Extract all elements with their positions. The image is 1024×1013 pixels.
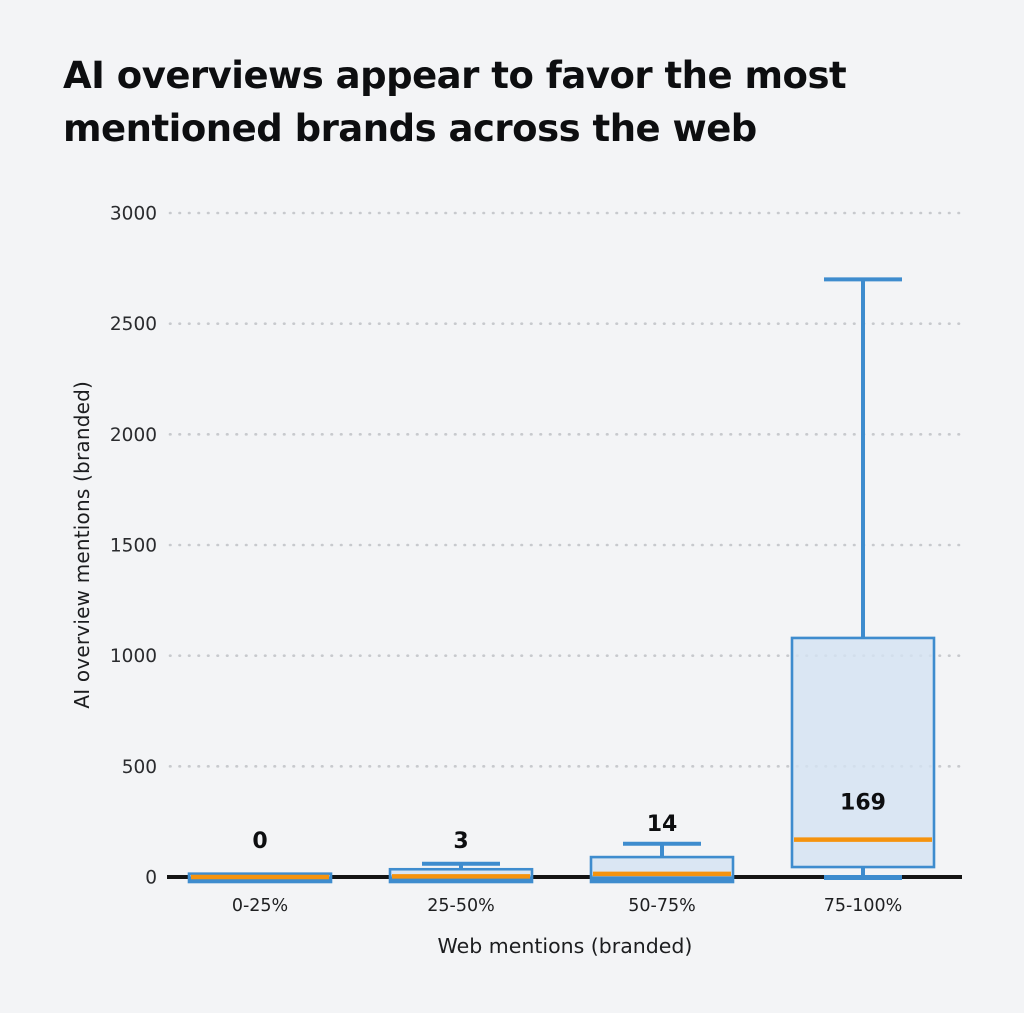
- y-tick-label-1000: 1000: [110, 646, 157, 667]
- y-tick-label-2500: 2500: [110, 314, 157, 335]
- x-axis-title: Web mentions (branded): [437, 934, 693, 958]
- x-tick-label-0: 0-25%: [232, 896, 288, 916]
- median-value-label: 169: [840, 791, 886, 816]
- y-tick-label-2000: 2000: [110, 425, 157, 446]
- x-tick-label-1: 25-50%: [427, 896, 494, 916]
- median-value-label: 3: [453, 829, 468, 854]
- y-tick-label-500: 500: [122, 757, 157, 778]
- x-tick-label-3: 75-100%: [824, 896, 903, 916]
- iqr-box: [790, 636, 936, 869]
- y-tick-label-3000: 3000: [110, 204, 157, 225]
- median-value-label: 14: [647, 812, 678, 837]
- chart-title: AI overviews appear to favor the most me…: [63, 54, 847, 150]
- x-tick-label-2: 50-75%: [628, 896, 695, 916]
- y-tick-label-0: 0: [145, 868, 157, 889]
- median-value-label: 0: [252, 829, 267, 854]
- y-tick-label-1500: 1500: [110, 536, 157, 557]
